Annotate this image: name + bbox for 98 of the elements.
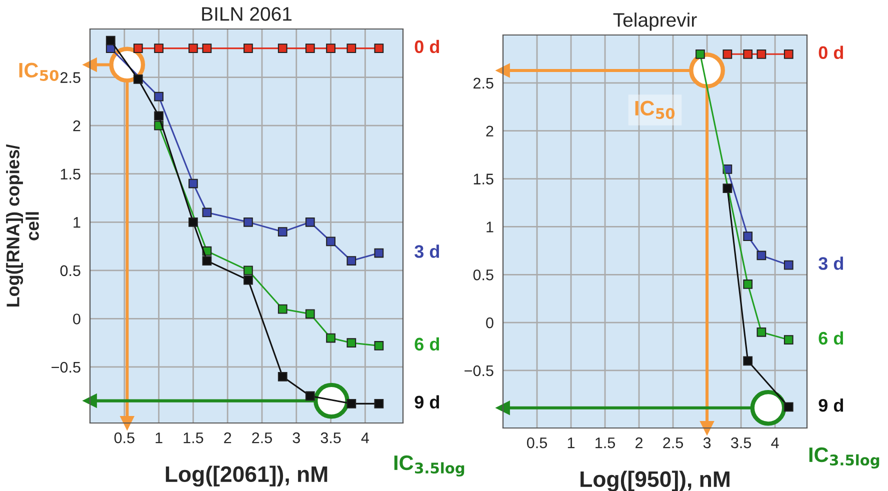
chart-title: BILN 2061 (202, 7, 292, 21)
y-tick-label: −0.5 (52, 362, 80, 373)
point (374, 399, 384, 408)
point (314, 382, 350, 419)
point (244, 217, 253, 227)
point (244, 266, 253, 276)
point (326, 333, 336, 343)
point (696, 49, 705, 59)
point (154, 44, 164, 53)
series-label: 9 d (414, 395, 440, 409)
y-tick-label: 2.5 (60, 72, 80, 83)
point (784, 402, 794, 412)
point (305, 44, 315, 53)
point (244, 44, 253, 53)
point (326, 236, 336, 246)
y-axis-title: Log([RNA]) copies/ cell (6, 144, 39, 307)
x-tick-label: 1.5 (596, 438, 615, 448)
point (188, 44, 198, 53)
y-tick-label: 0.5 (60, 265, 80, 276)
x-axis-title: Log([2061]), nM (166, 466, 328, 487)
point (756, 327, 766, 337)
point (154, 92, 164, 102)
point (374, 341, 384, 350)
point (743, 49, 753, 59)
x-tick-label: 2 (224, 432, 232, 444)
y-tick-label: 2 (73, 120, 80, 132)
point (154, 111, 164, 121)
point (188, 178, 198, 188)
y-tick-label: −0.5 (464, 365, 494, 376)
point (133, 74, 143, 84)
point (722, 49, 732, 59)
x-tick-label: 4 (771, 438, 779, 448)
point (278, 372, 288, 382)
x-tick-label: 0.5 (526, 437, 547, 448)
point (756, 250, 766, 260)
text: IC$_{3.5log}$ (809, 447, 880, 468)
point (784, 260, 794, 270)
x-tick-label: 1 (156, 432, 162, 444)
point (374, 44, 384, 53)
point (278, 304, 288, 314)
point (202, 44, 212, 53)
point (374, 248, 384, 258)
series-label: 6 d (414, 337, 440, 351)
x-tick-label: 2 (636, 437, 642, 448)
series-label: 0 d (414, 40, 440, 54)
point (202, 208, 212, 218)
x-tick-label: 3.5 (320, 432, 341, 444)
x-tick-label: 0.5 (114, 432, 134, 444)
series-label: 3 d (818, 256, 844, 270)
x-tick-label: 1 (568, 438, 575, 448)
y-tick-label: 0 (73, 314, 80, 324)
point (305, 391, 315, 401)
text: IC$_{3.5log}$ (394, 455, 464, 476)
x-tick-label: 2.5 (663, 437, 683, 448)
point (305, 309, 315, 319)
point (346, 338, 356, 348)
text: IC$_{50}$ (19, 62, 59, 81)
y-tick-label: 1.5 (474, 174, 494, 184)
point (346, 399, 356, 408)
x-tick-label: 3.5 (730, 437, 752, 448)
y-tick-label: 2.5 (474, 78, 494, 89)
point (784, 49, 794, 59)
x-tick-label: 3 (703, 437, 711, 448)
annotation: IC$_{50}$ (635, 100, 675, 119)
point (188, 217, 198, 227)
point (202, 256, 212, 266)
point (756, 49, 766, 59)
y-tick-label: 0.5 (473, 270, 494, 280)
y-tick-label: 1 (486, 222, 494, 232)
series-label: 6 d (818, 331, 844, 345)
point (722, 184, 732, 194)
y-tick-label: 1.5 (60, 168, 80, 180)
point (278, 44, 288, 53)
point (244, 275, 253, 285)
x-tick-label: 4 (361, 432, 369, 444)
point (784, 335, 794, 344)
point (743, 232, 753, 241)
x-tick-label: 2.5 (252, 432, 272, 444)
point (133, 44, 143, 53)
point (278, 227, 288, 236)
y-tick-label: 0 (486, 317, 494, 328)
point (689, 52, 725, 88)
point (346, 44, 356, 53)
point (750, 390, 786, 426)
y-tick-label: 1 (74, 217, 80, 228)
series-label: 9 d (818, 398, 844, 412)
point (106, 36, 116, 46)
point (305, 217, 315, 227)
chart-title: Telaprevir (613, 12, 697, 31)
series-label: 0 d (818, 46, 844, 60)
x-tick-label: 3 (292, 432, 300, 444)
point (326, 44, 336, 53)
series-label: 3 d (414, 244, 440, 258)
y-tick-label: 2 (486, 126, 494, 136)
point (346, 256, 356, 266)
point (743, 280, 753, 289)
point (743, 356, 753, 366)
x-tick-label: 1.5 (184, 432, 204, 444)
